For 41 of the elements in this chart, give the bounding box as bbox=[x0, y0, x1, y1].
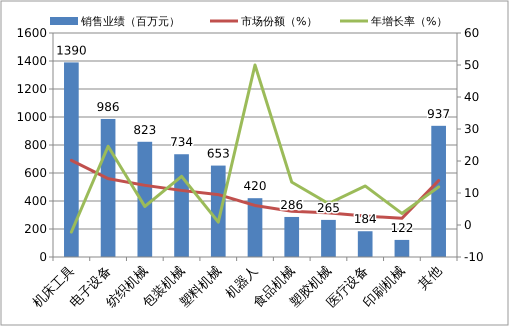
data-label: 420 bbox=[244, 179, 266, 194]
bar bbox=[284, 216, 300, 257]
bar bbox=[321, 220, 336, 257]
legend-label: 销售业绩（百万元） bbox=[80, 14, 180, 28]
data-label: 653 bbox=[206, 146, 230, 161]
data-label: 286 bbox=[280, 198, 304, 212]
y-tick-label: 1200 bbox=[16, 82, 47, 96]
y2-tick-label: 30 bbox=[464, 122, 480, 136]
bar bbox=[174, 154, 189, 257]
legend-label: 年增长率（%） bbox=[371, 14, 448, 28]
data-label: 122 bbox=[390, 220, 414, 235]
y-tick-label: 600 bbox=[24, 166, 47, 180]
data-label: 734 bbox=[170, 135, 193, 150]
y-tick-label: 200 bbox=[24, 222, 47, 236]
y-tick-label: 0 bbox=[39, 250, 47, 264]
y2-tick-label: 60 bbox=[464, 26, 480, 40]
y-tick-label: 400 bbox=[24, 194, 47, 208]
y-tick-label: 1400 bbox=[16, 54, 47, 68]
y2-tick-label: 0 bbox=[464, 218, 472, 232]
y2-tick-label: 20 bbox=[464, 154, 480, 168]
bar bbox=[64, 62, 79, 257]
bar bbox=[431, 126, 446, 257]
data-label: 265 bbox=[317, 200, 340, 215]
legend-label: 市场份额（%） bbox=[241, 14, 318, 28]
bar bbox=[358, 231, 373, 257]
bar bbox=[100, 118, 116, 257]
x-tick-label: 其他 bbox=[416, 264, 445, 293]
y2-tick-label: 10 bbox=[464, 186, 480, 200]
bar bbox=[137, 142, 152, 257]
data-label: 1390 bbox=[56, 43, 87, 58]
data-label: 937 bbox=[427, 106, 450, 121]
y-tick-label: 1000 bbox=[16, 110, 47, 124]
y2-tick-label: 50 bbox=[464, 58, 480, 72]
bar bbox=[394, 240, 410, 257]
y-tick-label: 800 bbox=[24, 138, 47, 152]
y2-tick-label: 40 bbox=[464, 90, 480, 104]
data-label: 823 bbox=[133, 122, 156, 137]
y-tick-label: 1600 bbox=[16, 26, 47, 40]
data-label: 986 bbox=[96, 100, 120, 114]
y2-tick-label: -10 bbox=[464, 250, 484, 264]
bar bbox=[248, 198, 262, 257]
